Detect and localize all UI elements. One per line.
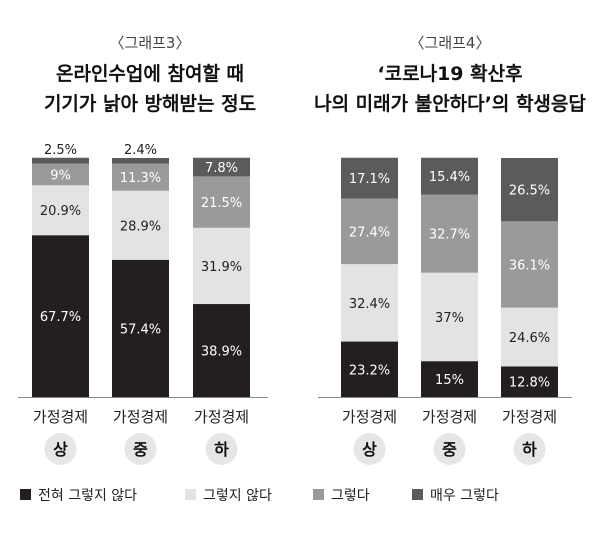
x-tick-label: 상 [53, 440, 68, 459]
category-badge [353, 433, 386, 465]
legend-swatch [313, 489, 324, 500]
bar-segment-3-상 [32, 163, 89, 186]
category-badge [433, 433, 466, 465]
x-tick-label: 상 [362, 440, 377, 459]
legend-swatch [412, 489, 423, 500]
bar-segment-3-중 [112, 163, 169, 191]
chart-title-line-2: 기기가 낡아 방해받는 정도 [44, 93, 256, 115]
bar-segment-1-상 [32, 235, 89, 397]
bar-segment-3-하 [501, 221, 558, 308]
data-label: 21.5% [201, 196, 242, 211]
legend-label: 그렇다 [331, 488, 370, 504]
legend-label: 그렇지 않다 [203, 488, 272, 504]
x-tick-label-prefix: 가정경제 [113, 408, 168, 426]
bar-segment-1-하 [501, 366, 558, 397]
bar-segment-1-하 [193, 304, 250, 397]
legend-label: 매우 그렇다 [430, 488, 499, 504]
x-tick-label: 하 [214, 440, 229, 459]
data-label: 9% [50, 168, 71, 183]
data-label: 57.4% [120, 322, 161, 337]
bar-segment-1-중 [112, 259, 169, 397]
data-label: 37% [435, 311, 464, 326]
data-label: 12.8% [509, 376, 550, 391]
bar-segment-2-상 [341, 264, 398, 342]
x-tick-label: 중 [133, 440, 148, 459]
x-tick-label-prefix: 가정경제 [194, 408, 249, 426]
bar-segment-3-하 [193, 176, 250, 228]
bar-segment-4-중 [112, 158, 169, 164]
data-label: 15.4% [429, 170, 470, 185]
data-label: 67.7% [40, 310, 81, 325]
bar-segment-2-하 [193, 227, 250, 305]
data-label: 23.2% [349, 363, 390, 378]
data-label: 15% [435, 373, 464, 388]
data-label: 2.4% [124, 143, 157, 158]
data-label: 24.6% [509, 331, 550, 346]
bar-segment-4-하 [193, 157, 250, 177]
bar-segment-1-중 [421, 361, 478, 397]
data-label: 36.1% [509, 258, 550, 273]
chart-title-line-1: 온라인수업에 참여할 때 [56, 62, 244, 85]
bar-segment-2-상 [32, 185, 89, 236]
legend-label: 전혀 그렇지 않다 [38, 488, 137, 504]
bar-segment-2-하 [501, 307, 558, 367]
bar-segment-3-중 [421, 194, 478, 273]
data-label: 11.3% [120, 171, 161, 186]
data-label: 26.5% [509, 184, 550, 199]
x-tick-label: 중 [442, 440, 457, 459]
category-badge [124, 433, 157, 465]
bar-segment-4-상 [32, 157, 89, 164]
data-label: 2.5% [44, 143, 77, 158]
bar-segment-4-하 [501, 158, 558, 222]
legend-swatch [20, 489, 31, 500]
x-tick-label-prefix: 가정경제 [422, 408, 477, 426]
data-label: 28.9% [120, 219, 161, 234]
legend-swatch [185, 489, 196, 500]
graph-label: 〈그래프3〉 [110, 34, 191, 52]
data-label: 32.7% [429, 228, 470, 243]
bar-segment-2-중 [112, 190, 169, 260]
bar-segment-3-상 [341, 198, 398, 265]
x-tick-label-prefix: 가정경제 [342, 408, 397, 426]
category-badge [513, 433, 546, 465]
data-label: 31.9% [201, 260, 242, 275]
x-tick-label: 하 [522, 440, 537, 459]
category-badge [205, 433, 238, 465]
graph-label: 〈그래프4〉 [410, 34, 491, 52]
data-label: 27.4% [349, 225, 390, 240]
x-tick-label-prefix: 가정경제 [502, 408, 557, 426]
bar-segment-1-상 [341, 341, 398, 397]
category-badge [44, 433, 77, 465]
bar-segment-2-중 [421, 272, 478, 362]
chart-title-line-2: 나의 미래가 불안하다’의 학생응답 [314, 93, 586, 115]
data-label: 38.9% [201, 345, 242, 360]
data-label: 17.1% [349, 172, 390, 187]
data-label: 32.4% [349, 297, 390, 312]
bar-segment-4-중 [421, 157, 478, 195]
chart-title-line-1: ‘코로나19 확산후 [377, 62, 522, 85]
x-tick-label-prefix: 가정경제 [33, 408, 88, 426]
bar-segment-4-상 [341, 157, 398, 199]
data-label: 20.9% [40, 204, 81, 219]
data-label: 7.8% [205, 161, 238, 176]
